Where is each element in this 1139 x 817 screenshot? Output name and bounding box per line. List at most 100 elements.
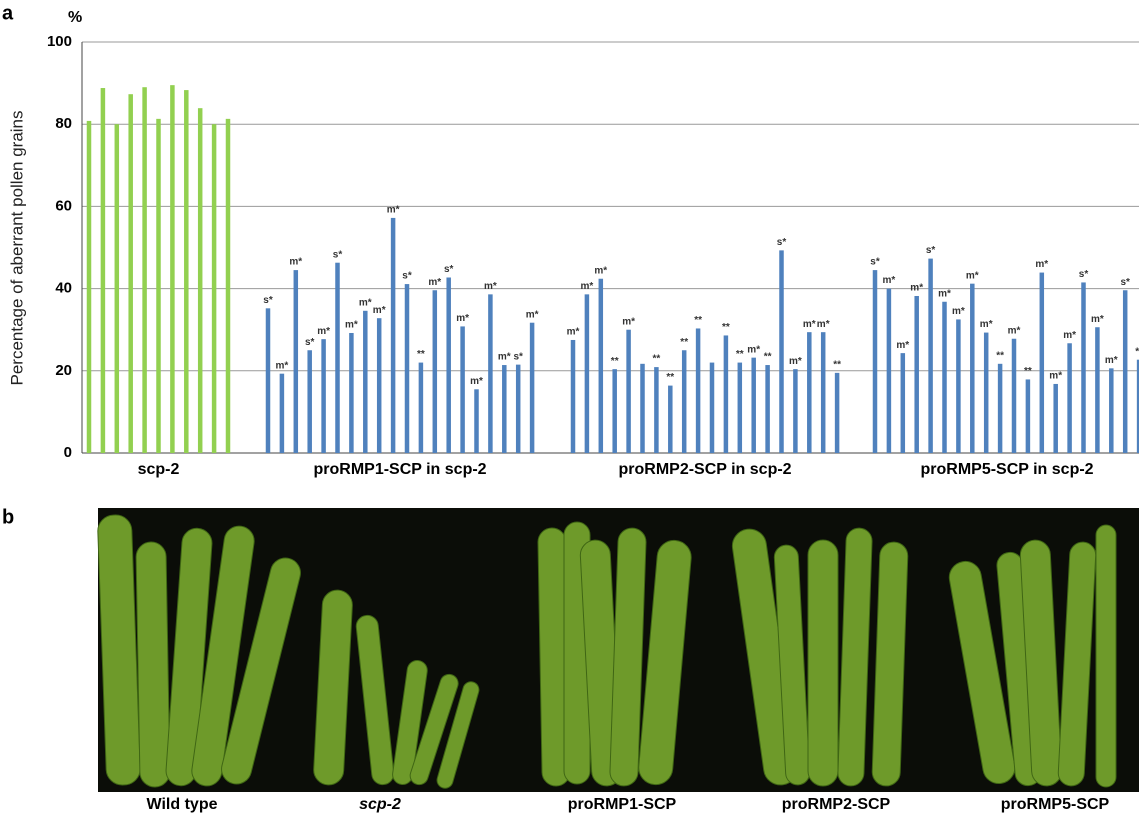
bar (599, 279, 604, 453)
bar (460, 326, 465, 453)
bar (585, 294, 590, 453)
bar-annotation: m* (373, 305, 386, 316)
bar (942, 302, 947, 453)
bar-annotation: s* (513, 351, 523, 362)
bar (335, 263, 340, 453)
bar (668, 386, 673, 453)
bar (956, 319, 961, 453)
bar-annotation: m* (1035, 259, 1048, 270)
bar-annotation: m* (387, 205, 400, 216)
bar (502, 365, 507, 453)
bar (530, 323, 535, 453)
bar-annotation: m* (803, 319, 816, 330)
bar (87, 121, 92, 453)
bar (474, 389, 479, 453)
bar (1109, 368, 1114, 453)
bar-annotation: m* (1091, 314, 1104, 325)
bar (1026, 379, 1031, 453)
bar (928, 259, 933, 453)
y-tick-label: 40 (55, 280, 72, 297)
bar (446, 278, 451, 453)
bar (1067, 343, 1072, 453)
x-group-label: proRMP5-SCP in scp-2 (921, 461, 1094, 478)
bar-annotation: ** (833, 359, 841, 370)
bar (212, 124, 217, 453)
panel-label: b (2, 506, 14, 528)
bar (1040, 273, 1045, 453)
bar (738, 363, 743, 453)
pod (808, 540, 838, 786)
photo-label: scp-2 (359, 796, 401, 813)
bar-annotation: m* (1063, 330, 1076, 341)
y-tick-label: 80 (55, 115, 72, 132)
bar-annotation: m* (276, 360, 289, 371)
bar (115, 124, 120, 453)
bar (101, 88, 106, 453)
bar-annotation: m* (747, 344, 760, 355)
bar-annotation: s* (305, 337, 315, 348)
bar-annotation: m* (498, 352, 511, 363)
photo (97, 508, 1139, 792)
bar (1123, 290, 1128, 453)
photo-label: proRMP2-SCP (782, 796, 891, 813)
bar-annotation: ** (996, 350, 1004, 361)
bar-annotation: ** (736, 349, 744, 360)
figure: a % Percentage of aberrant pollen grains… (0, 0, 1139, 817)
y-tick-label: 60 (55, 197, 72, 214)
bar (1081, 282, 1086, 453)
bar-annotation: m* (1049, 371, 1062, 382)
bar (696, 328, 701, 453)
bar-annotation: m* (526, 309, 539, 320)
bar (998, 364, 1003, 453)
bar-annotation: m* (980, 319, 993, 330)
bar (266, 308, 271, 453)
bar (765, 365, 770, 453)
bar-annotation: m* (622, 316, 635, 327)
y-tick-label: 20 (55, 362, 72, 379)
bar-annotation: m* (317, 326, 330, 337)
bar-annotation: ** (1135, 346, 1139, 357)
bar-annotation: m* (289, 257, 302, 268)
y-tick-label: 0 (64, 444, 72, 461)
bar (835, 373, 840, 453)
bar-annotation: m* (952, 306, 965, 317)
x-group-label: proRMP1-SCP in scp-2 (314, 461, 487, 478)
photo-label: proRMP5-SCP (1001, 796, 1110, 813)
bar-annotation: s* (402, 271, 412, 282)
bar-annotation: m* (581, 281, 594, 292)
bar-annotation: ** (666, 372, 674, 383)
bar (571, 340, 576, 453)
bar-annotation: m* (817, 319, 830, 330)
bar (349, 333, 354, 453)
bar (901, 353, 906, 453)
bar-annotation: m* (484, 281, 497, 292)
bar (821, 332, 826, 453)
bar (307, 350, 312, 453)
bar-annotation: s* (870, 257, 880, 268)
bar (280, 374, 285, 453)
bar-annotation: m* (910, 283, 923, 294)
bar-annotation: m* (359, 297, 372, 308)
bar (887, 289, 892, 453)
x-group-label: scp-2 (138, 461, 180, 478)
pod (136, 542, 170, 787)
bar (682, 350, 687, 453)
bar-annotation: m* (966, 270, 979, 281)
bar (226, 119, 231, 453)
bar-annotation: s* (777, 237, 787, 248)
bar-annotation: m* (594, 265, 607, 276)
bar (142, 87, 147, 453)
bar-annotation: m* (567, 327, 580, 338)
bar-annotation: s* (333, 249, 343, 260)
bar (984, 333, 989, 453)
bar-annotation: ** (611, 356, 619, 367)
bar (873, 270, 878, 453)
bar-annotation: ** (653, 354, 661, 365)
bar (793, 369, 798, 453)
bar (156, 119, 161, 453)
bar (170, 85, 175, 453)
bar-annotation: s* (444, 264, 454, 275)
bar (807, 332, 812, 453)
bar (1095, 327, 1100, 453)
bar (198, 108, 203, 453)
